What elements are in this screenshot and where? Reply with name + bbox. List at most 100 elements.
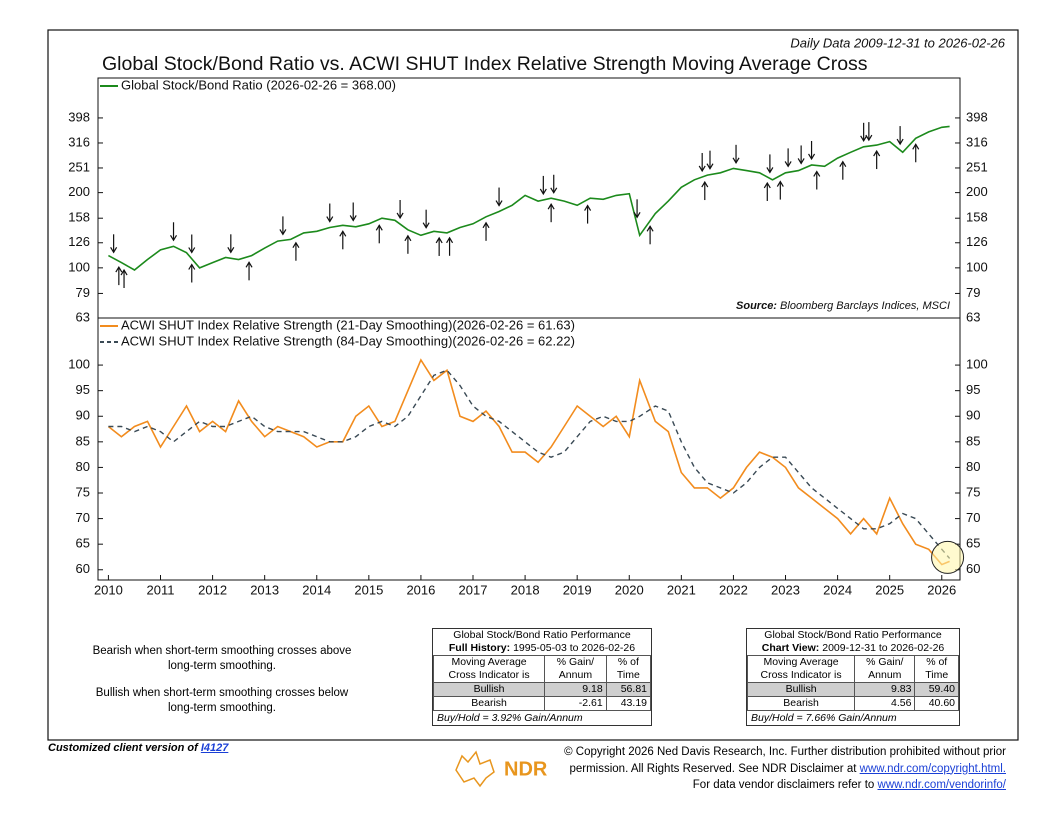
table-row: Bearish -2.61 43.19 (432, 696, 652, 711)
arrow-head (495, 200, 503, 207)
signal-arrow (110, 234, 118, 254)
legend-label: ACWI SHUT Index Relative Strength (84-Da… (121, 333, 575, 348)
signal-arrow (245, 261, 253, 281)
arrow-head (797, 158, 805, 165)
signal-arrow (349, 202, 357, 222)
table-title: Global Stock/Bond Ratio Performance (453, 629, 631, 641)
signal-arrow (633, 199, 641, 219)
arrow-head (860, 135, 868, 142)
y-tick-label: 70 (76, 510, 90, 525)
arrow-head (701, 180, 709, 188)
arrow-head (120, 268, 128, 276)
arrow-head (539, 188, 547, 196)
y-tick-label: 60 (76, 561, 90, 576)
period: 2009-12-31 to 2026-02-26 (822, 642, 945, 654)
table-period: Full History: 1995-05-03 to 2026-02-26 (433, 642, 651, 655)
signal-arrow (839, 160, 847, 180)
client-link[interactable]: I4127 (200, 742, 229, 754)
signal-arrow (784, 148, 792, 168)
x-tick-label: 2016 (406, 582, 435, 597)
arrow-head (896, 138, 904, 146)
table-row: Bullish 9.18 56.81 (432, 682, 652, 697)
period: 1995-05-03 to 2026-02-26 (513, 642, 636, 654)
signal-arrow (170, 222, 178, 242)
vendor-link[interactable]: www.ndr.com/vendorinfo/ (877, 779, 1006, 791)
header-row: Moving Average Cross Indicator is% Gain/… (432, 655, 652, 683)
y-tick-label: 100 (68, 259, 90, 274)
signal-arrow (404, 234, 412, 254)
x-tick-label: 2011 (147, 582, 175, 597)
period-label: Chart View: (761, 642, 820, 654)
client-note: Customized client version of I4127 (48, 742, 228, 754)
signal-arrow (539, 175, 547, 196)
signal-arrow (706, 150, 714, 170)
source-text: Bloomberg Barclays Indices, MSCI (780, 300, 950, 312)
signal-arrow (584, 204, 592, 224)
arrow-head (706, 163, 714, 170)
column-header: % Gain/ Annum (854, 655, 916, 683)
signal-arrow (446, 236, 454, 256)
x-tick-label: 2019 (563, 582, 592, 597)
signal-arrow (495, 187, 503, 207)
arrow-head (435, 236, 443, 244)
x-tick-label: 2013 (250, 582, 279, 597)
logo: NDR (455, 750, 548, 788)
note: Bearish when short-term smoothing crosse… (92, 645, 352, 672)
y-tick-label: 158 (68, 210, 90, 225)
table-row: Bullish 9.83 59.40 (746, 682, 959, 697)
x-tick-label: 2026 (927, 582, 956, 597)
copyright: © Copyright 2026 Ned Davis Research, Inc… (564, 744, 1006, 794)
y-tick-label: 65 (76, 536, 90, 551)
y-tick-label: 79 (76, 285, 90, 300)
x-tick-label: 2017 (459, 582, 488, 597)
copyright-link[interactable]: www.ndr.com/copyright.html. (859, 762, 1006, 775)
performance-table: Global Stock/Bond Ratio Performance Chart… (746, 628, 960, 726)
signal-arrow (813, 170, 821, 190)
signal-arrow (808, 140, 816, 161)
signal-arrow (435, 236, 443, 256)
signal-arrow (873, 149, 881, 170)
chart-title: Global Stock/Bond Ratio vs. ACWI SHUT In… (102, 53, 868, 75)
arrow-head (110, 246, 118, 254)
y-tick-label: 75 (966, 484, 980, 499)
table-grid: Moving Average Cross Indicator is% Gain/… (432, 655, 652, 711)
x-tick-label: 2023 (771, 582, 800, 597)
source-label: Source: (736, 300, 777, 312)
signal-arrow (701, 180, 709, 201)
copyright-line: For data vendor disclaimers refer to www… (564, 777, 1006, 794)
arrow-head (646, 225, 654, 232)
y-tick-label: 80 (966, 459, 980, 474)
signal-arrow (896, 126, 904, 146)
y-tick-label: 100 (966, 357, 988, 372)
arrow-head (766, 167, 774, 174)
arrow-head (873, 149, 881, 157)
signal-arrow (227, 234, 235, 254)
y-tick-label: 80 (76, 459, 90, 474)
period-label: Full History: (448, 642, 511, 654)
arrow-head (633, 211, 641, 219)
header-row: Moving Average Cross Indicator is% Gain/… (746, 655, 959, 683)
arrow-head (784, 161, 792, 168)
arrow-head (446, 236, 454, 244)
signal-arrow (550, 174, 558, 194)
y-tick-label: 95 (966, 382, 980, 397)
cell: -2.61 (544, 696, 607, 711)
arrow-head (292, 241, 300, 249)
y-tick-label: 126 (966, 234, 988, 249)
signal-arrow (396, 199, 404, 220)
arrow-head (584, 204, 592, 211)
source: Source: Bloomberg Barclays Indices, MSCI (736, 300, 950, 312)
date-range: Daily Data 2009-12-31 to 2026-02-26 (790, 35, 1005, 50)
y-tick-label: 100 (966, 259, 988, 274)
arrow-head (763, 181, 771, 189)
cell: Bearish (746, 696, 856, 711)
x-tick-label: 2014 (302, 582, 331, 597)
legend-label: Global Stock/Bond Ratio (2026-02-26 = 36… (121, 77, 396, 92)
table-title: Global Stock/Bond Ratio Performance (764, 629, 942, 641)
signal-arrow (120, 268, 128, 289)
signal-arrow (763, 181, 771, 201)
table-footer: Buy/Hold = 7.66% Gain/Annum (751, 712, 897, 724)
signal-arrow (797, 145, 805, 165)
series-line (108, 125, 950, 271)
x-tick-label: 2021 (667, 582, 696, 597)
